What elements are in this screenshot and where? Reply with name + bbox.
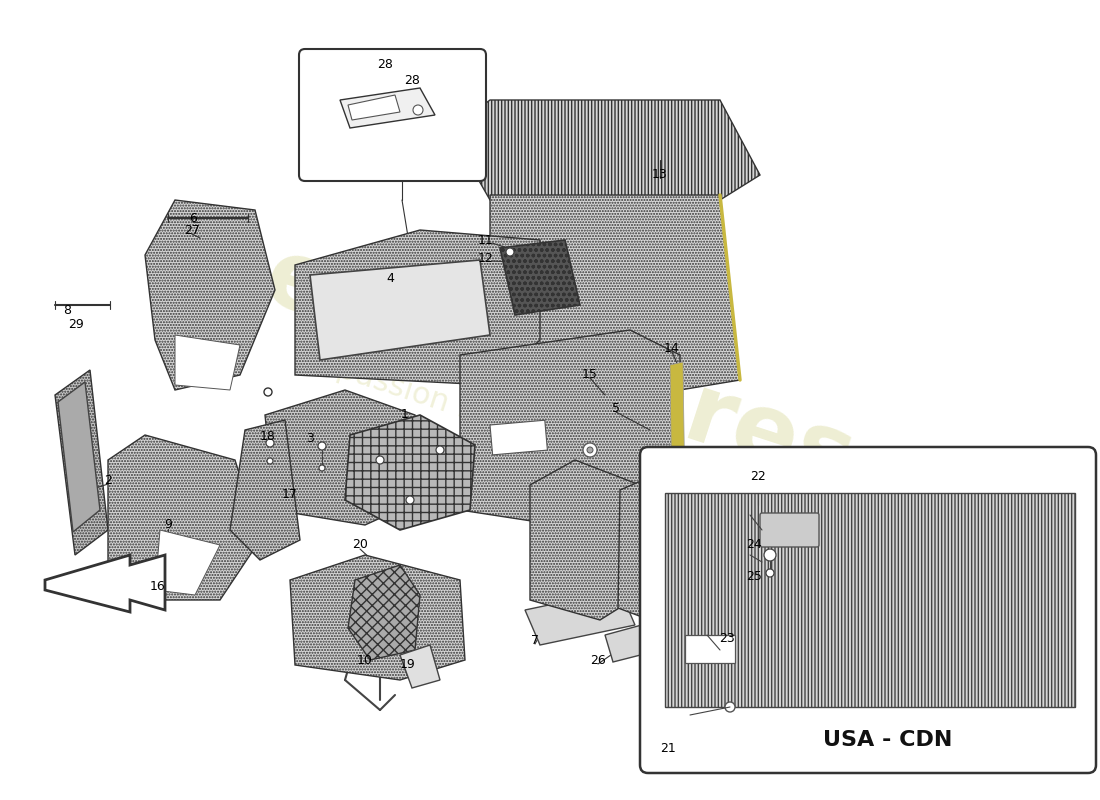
FancyBboxPatch shape <box>640 447 1096 773</box>
Circle shape <box>319 465 324 471</box>
Text: 23: 23 <box>719 631 735 645</box>
Polygon shape <box>345 415 475 530</box>
Text: 16: 16 <box>150 581 166 594</box>
Circle shape <box>766 569 774 577</box>
Text: 6: 6 <box>189 211 197 225</box>
Polygon shape <box>530 460 648 620</box>
Polygon shape <box>265 390 420 525</box>
Text: 12: 12 <box>478 251 494 265</box>
Text: 24: 24 <box>746 538 762 551</box>
Circle shape <box>764 549 776 561</box>
Text: 21: 21 <box>660 742 675 754</box>
Circle shape <box>318 442 326 450</box>
Polygon shape <box>605 620 668 662</box>
Text: 29: 29 <box>68 318 84 331</box>
Text: 7: 7 <box>531 634 539 646</box>
Circle shape <box>412 105 424 115</box>
Text: 13: 13 <box>652 169 668 182</box>
Bar <box>685 635 735 663</box>
Polygon shape <box>55 370 108 555</box>
Polygon shape <box>310 260 490 360</box>
Polygon shape <box>155 530 220 595</box>
Circle shape <box>376 456 384 464</box>
Circle shape <box>436 446 444 454</box>
Circle shape <box>725 702 735 712</box>
Polygon shape <box>58 382 100 532</box>
Circle shape <box>267 458 273 464</box>
Circle shape <box>266 439 274 447</box>
Polygon shape <box>460 330 680 530</box>
Polygon shape <box>45 555 165 612</box>
Polygon shape <box>230 420 300 560</box>
Text: 14: 14 <box>664 342 680 354</box>
Polygon shape <box>108 435 260 600</box>
Text: 25: 25 <box>746 570 762 583</box>
Circle shape <box>587 447 593 453</box>
Text: 11: 11 <box>478 234 494 246</box>
Polygon shape <box>348 565 420 660</box>
Circle shape <box>506 248 514 256</box>
Polygon shape <box>670 362 685 505</box>
Polygon shape <box>618 475 685 620</box>
Text: 19: 19 <box>400 658 416 671</box>
Polygon shape <box>500 240 580 315</box>
Text: 15: 15 <box>582 369 598 382</box>
Polygon shape <box>490 195 740 390</box>
Text: eurospares: eurospares <box>253 231 867 509</box>
Text: a passion for parts since 1985: a passion for parts since 1985 <box>306 345 754 515</box>
FancyBboxPatch shape <box>760 513 820 547</box>
Text: 3: 3 <box>306 431 313 445</box>
Text: USA - CDN: USA - CDN <box>823 730 953 750</box>
Polygon shape <box>145 200 275 390</box>
Polygon shape <box>450 100 760 200</box>
Circle shape <box>583 443 597 457</box>
Text: 22: 22 <box>750 470 766 483</box>
Text: 18: 18 <box>260 430 276 443</box>
Text: 28: 28 <box>377 58 393 71</box>
Text: 1: 1 <box>402 409 409 422</box>
Text: 2: 2 <box>104 474 112 486</box>
Text: 10: 10 <box>358 654 373 666</box>
Polygon shape <box>348 95 400 120</box>
Polygon shape <box>525 590 635 645</box>
Bar <box>490 420 548 455</box>
Text: 20: 20 <box>352 538 367 551</box>
Text: 8: 8 <box>63 303 72 317</box>
Text: 28: 28 <box>404 74 420 86</box>
Polygon shape <box>295 230 540 385</box>
Text: 4: 4 <box>386 271 394 285</box>
Circle shape <box>406 496 414 504</box>
Text: 26: 26 <box>590 654 606 666</box>
Polygon shape <box>175 335 240 390</box>
Polygon shape <box>340 88 434 128</box>
Polygon shape <box>666 493 1075 707</box>
Text: 17: 17 <box>282 489 298 502</box>
Text: 27: 27 <box>184 223 200 237</box>
Polygon shape <box>400 645 440 688</box>
Polygon shape <box>290 555 465 680</box>
Text: 5: 5 <box>612 402 620 414</box>
FancyBboxPatch shape <box>299 49 486 181</box>
Text: 9: 9 <box>164 518 172 531</box>
Circle shape <box>264 388 272 396</box>
